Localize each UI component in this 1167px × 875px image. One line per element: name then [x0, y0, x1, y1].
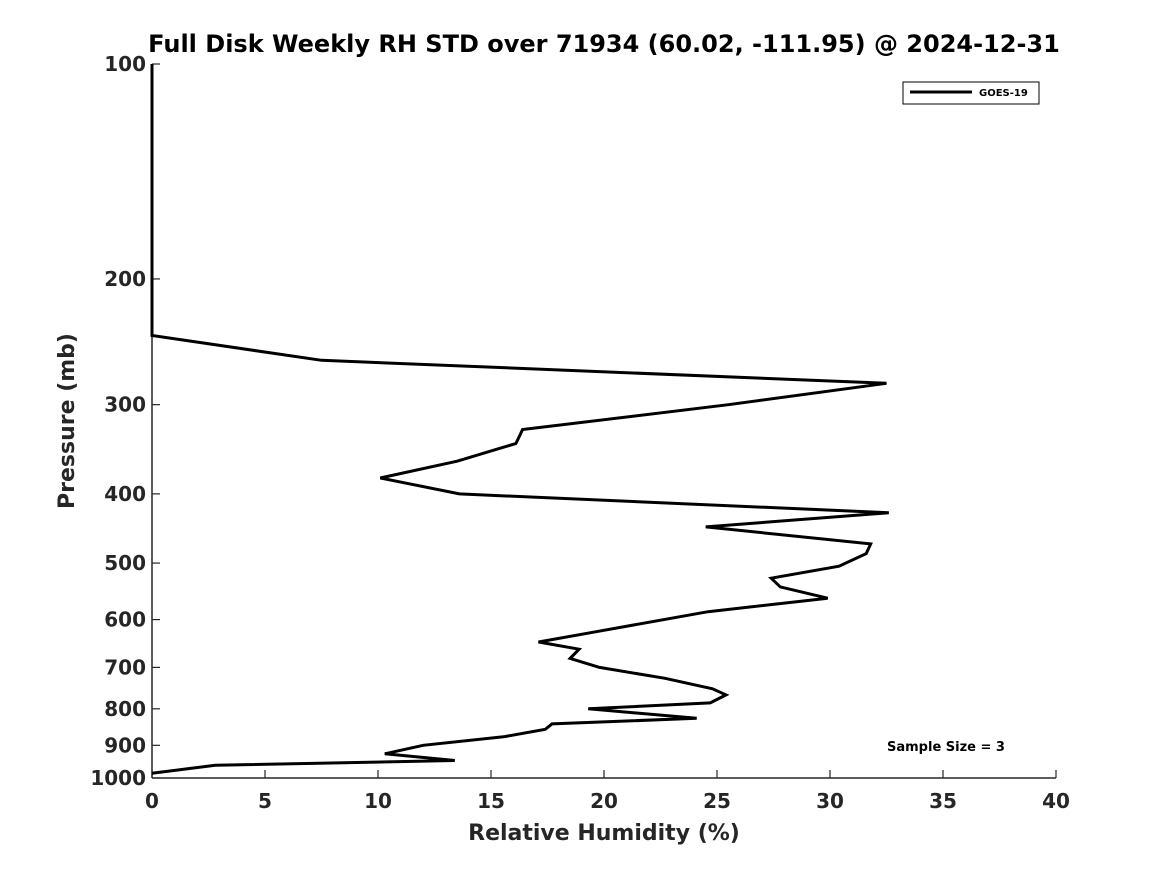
y-tick-label: 300: [104, 393, 146, 417]
y-ticks: 100 200 300 400 500 600 700 800 900 1000: [90, 52, 160, 790]
y-tick-label: 100: [104, 52, 146, 76]
x-axis-label: Relative Humidity (%): [468, 821, 740, 846]
y-tick-label: 500: [104, 551, 146, 575]
x-tick-label: 20: [590, 789, 618, 813]
y-axis-label: Pressure (mb): [55, 333, 80, 509]
chart-title: Full Disk Weekly RH STD over 71934 (60.0…: [148, 30, 1060, 58]
x-tick-label: 5: [258, 789, 272, 813]
x-tick-label: 35: [929, 789, 957, 813]
x-tick-label: 15: [477, 789, 505, 813]
series-line-goes-19: [150, 64, 889, 775]
y-tick-label: 700: [104, 655, 146, 679]
y-tick-label: 900: [104, 733, 146, 757]
x-tick-label: 25: [703, 789, 731, 813]
legend-entry-goes-19: GOES-19: [979, 88, 1028, 99]
y-tick-label: 400: [104, 482, 146, 506]
x-tick-label: 0: [145, 789, 159, 813]
x-tick-label: 40: [1042, 789, 1070, 813]
x-tick-label: 10: [364, 789, 392, 813]
sample-size-annotation: Sample Size = 3: [887, 740, 1005, 755]
y-tick-label: 800: [104, 697, 146, 721]
legend: GOES-19: [902, 81, 1040, 105]
x-ticks: 0 5 10 15 20 25 30 35 40: [145, 770, 1070, 813]
y-tick-label: 200: [104, 267, 146, 291]
series-layer: [150, 64, 889, 775]
y-tick-label: 600: [104, 608, 146, 632]
y-tick-label: 1000: [90, 766, 146, 790]
x-tick-label: 30: [816, 789, 844, 813]
